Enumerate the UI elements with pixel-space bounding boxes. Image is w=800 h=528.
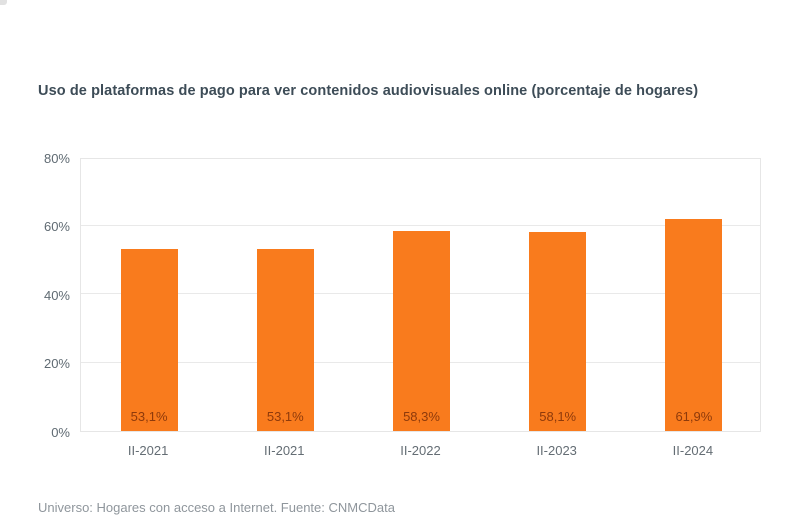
bar-II-2021: 53,1% — [120, 249, 178, 431]
y-axis-tick-label: 0% — [51, 424, 70, 440]
corner-artifact-mark — [0, 0, 7, 5]
y-axis-tick-label: 40% — [43, 287, 70, 303]
bar-value-label: 58,1% — [539, 409, 577, 424]
x-axis-tick-label: II-2021 — [127, 443, 169, 458]
y-axis-tick-label: 20% — [43, 356, 70, 371]
y-axis-tick-label: 60% — [43, 219, 70, 234]
bar-II-2021: 53,1% — [256, 249, 314, 431]
chart-source-note: Universo: Hogares con acceso a Internet.… — [38, 500, 395, 515]
bar-value-label: 53,1% — [130, 409, 168, 424]
plot-area: 53,1% 53,1% 58,3% 58,1% 61,9% — [80, 158, 761, 432]
bar-value-label: 61,9% — [675, 409, 713, 424]
bar-II-2024: 61,9% — [665, 219, 723, 431]
x-axis-tick-label: II-2023 — [536, 443, 577, 458]
x-axis-tick-label: II-2024 — [672, 443, 714, 458]
bar-II-2023: 58,1% — [529, 232, 587, 431]
chart-title: Uso de plataformas de pago para ver cont… — [38, 83, 699, 99]
gridline-60 — [81, 224, 760, 226]
x-axis-tick-label: II-2021 — [264, 443, 305, 458]
bar-value-label: 58,3% — [403, 409, 440, 424]
x-axis-tick-label: II-2022 — [400, 443, 441, 458]
bar-value-label: 53,1% — [266, 409, 304, 424]
y-axis-tick-label: 80% — [43, 150, 70, 166]
bar-II-2022: 58,3% — [393, 231, 450, 431]
